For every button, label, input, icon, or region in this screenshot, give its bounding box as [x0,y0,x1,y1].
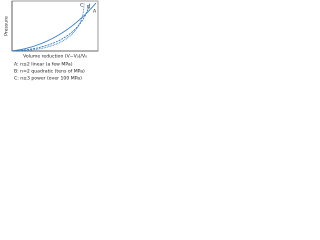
curve-label: A [93,9,97,15]
curve-a [11,2,97,52]
curve-b [11,2,91,52]
plot-frame [11,0,99,52]
curve-label: C [80,3,83,9]
legend-entry: C: n≥3 power (over 100 MPa) [14,76,82,82]
legend-entry: B: n≈2 quadratic (tens of MPa) [14,69,85,75]
y-axis-label: Pressure [4,16,10,36]
diagram: A B C Pressure Volume reduction (V−V₀)/V… [4,0,99,82]
curve-label: B [87,5,90,11]
legend-entry: A: n≤2 linear (a few MPa) [14,62,73,68]
x-axis-label: Volume reduction (V−V₀)/V₀ [23,54,87,60]
curve-c [11,2,85,52]
